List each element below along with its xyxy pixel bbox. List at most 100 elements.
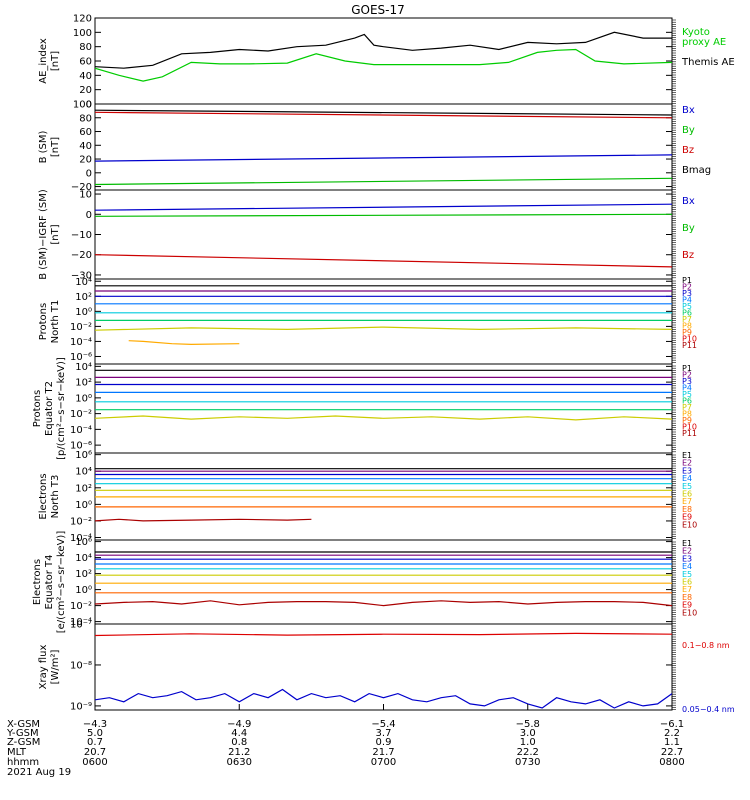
legend-entry: P11 xyxy=(682,429,697,438)
ylabel: AE_index xyxy=(38,38,49,84)
legend-entry: E2 xyxy=(682,547,692,556)
ytick-label: 10² xyxy=(75,292,92,303)
series-group xyxy=(95,468,672,522)
legend-entry: By xyxy=(682,125,695,136)
ytick-label: 10 xyxy=(79,190,92,201)
legend-entry: P7 xyxy=(682,315,692,324)
series-0-1-0-8-nm xyxy=(95,632,672,637)
ytick-label: 10⁻⁴ xyxy=(70,337,92,348)
ytick-label: 10⁻⁷ xyxy=(70,620,92,631)
series-group xyxy=(95,285,672,346)
footer-value: 2.2 xyxy=(664,728,680,739)
ylabel: [nT] xyxy=(50,224,61,244)
legend-entry: P1 xyxy=(682,276,692,285)
ylabel: B (SM)−IGRF (SM) xyxy=(38,189,49,280)
series-group xyxy=(95,31,672,82)
ytick-label: −30 xyxy=(71,270,92,281)
ylabel: Protons xyxy=(32,390,43,427)
ytick-label: 10⁻⁴ xyxy=(70,533,92,544)
series-bz xyxy=(95,254,672,268)
series-bz xyxy=(95,111,672,119)
footer-value: 0700 xyxy=(371,757,396,768)
legend-entry: E9 xyxy=(682,601,692,610)
ytick-label: 60 xyxy=(79,127,92,138)
legend-entry: E5 xyxy=(682,570,692,579)
ytick-label: 10⁻⁸ xyxy=(70,660,92,671)
series-e10 xyxy=(95,600,672,607)
legend-entry: Bx xyxy=(682,105,695,116)
footer-value: −5.8 xyxy=(516,719,540,730)
series-group xyxy=(95,551,672,607)
ytick-label: 80 xyxy=(79,113,92,124)
ytick-label: 10⁻⁴ xyxy=(70,425,92,436)
ytick-label: 10⁰ xyxy=(75,393,92,404)
ytick-label: 100 xyxy=(73,28,92,39)
footer-value: −4.3 xyxy=(83,719,107,730)
footer-value: −5.4 xyxy=(371,719,395,730)
legend-entry: P9 xyxy=(682,328,692,337)
ylabel: [W/m²] xyxy=(50,649,61,684)
legend-entry: E5 xyxy=(682,482,692,491)
ytick-label: 20 xyxy=(79,155,92,166)
series-p8 xyxy=(128,340,240,346)
footer-value: 20.7 xyxy=(84,747,106,758)
ytick-label: 10⁶ xyxy=(75,537,92,548)
footer-value: −6.1 xyxy=(660,719,684,730)
legend-entry: By xyxy=(682,223,695,234)
legend-entry: Bx xyxy=(682,196,695,207)
panel-xray: 10⁻⁹ 10⁻⁸ 10⁻⁷ Xray flux [W/m²] 0.1−0.8 nm 0.0… xyxy=(38,620,735,715)
footer-value: 21.2 xyxy=(228,747,250,758)
ylabel: [nT] xyxy=(50,137,61,157)
legend-entry: Bz xyxy=(682,145,694,156)
panel-bigrf: −30 −20 −10 0 10 B (SM)−IGRF (SM) [nT] Bx By Bz xyxy=(38,189,695,281)
ylabel: Equator T2 xyxy=(44,381,55,436)
ytick-label: 10⁻⁶ xyxy=(70,352,92,363)
legend-entry: proxy AE xyxy=(682,37,726,48)
series-by xyxy=(95,177,672,186)
ytick-label: −10 xyxy=(71,230,92,241)
panel-pn: 10⁻⁶ 10⁻⁴ 10⁻² 10⁰ 10² 10⁴ Protons North T1 P1P2… xyxy=(38,276,697,365)
panel-bsm: −20 0 20 40 60 80 100 B (SM) [nT] Bx By Bz Bmag xyxy=(38,100,711,194)
legend-entry: P10 xyxy=(682,335,697,344)
legend-entry: P7 xyxy=(682,403,692,412)
legend-entry: P2 xyxy=(682,283,692,292)
panel-ee: 10⁻⁴ 10⁻² 10⁰ 10² 10⁴ 10⁶ Electrons Equator T4[… xyxy=(32,531,697,634)
ylabel: Protons xyxy=(38,303,49,340)
ytick-label: 0 xyxy=(86,168,92,179)
legend-entry: E9 xyxy=(682,513,692,522)
legend-entry: P3 xyxy=(682,289,692,298)
legend-entry: P3 xyxy=(682,377,692,386)
legend-entry: E1 xyxy=(682,451,692,460)
ylabel: North T3 xyxy=(50,475,61,519)
panel-frame xyxy=(94,278,673,365)
ytick-label: 0 xyxy=(86,210,92,221)
series-group xyxy=(95,369,672,421)
series-p7 xyxy=(95,415,672,421)
legend-entry: E3 xyxy=(682,466,692,475)
legend-entry: E4 xyxy=(682,562,692,571)
legend-entry: E6 xyxy=(682,490,692,499)
footer-value: 0630 xyxy=(227,757,252,768)
figure-title: GOES-17 xyxy=(351,3,405,17)
legend-entry: E1 xyxy=(682,539,692,548)
series-group xyxy=(95,109,672,186)
ytick-label: 10⁴ xyxy=(75,553,92,564)
ytick-label: 40 xyxy=(79,71,92,82)
legend-entry: P11 xyxy=(682,341,697,350)
ytick-label: 10⁴ xyxy=(75,362,92,373)
footer-value: 1.0 xyxy=(520,737,536,748)
legend-entry: P9 xyxy=(682,416,692,425)
series-p7 xyxy=(95,326,672,331)
legend-entry: Themis AE xyxy=(681,57,735,68)
ytick-label: 10⁰ xyxy=(75,500,92,511)
series-themis-ae xyxy=(95,31,672,69)
legend-entry: P8 xyxy=(682,410,692,419)
ytick-label: −20 xyxy=(71,182,92,193)
ytick-label: 10⁻² xyxy=(70,601,92,612)
legend-entry: P5 xyxy=(682,302,692,311)
legend-entry: E7 xyxy=(682,585,692,594)
legend-entry: E6 xyxy=(682,578,692,587)
footer-value: 0.8 xyxy=(231,737,247,748)
